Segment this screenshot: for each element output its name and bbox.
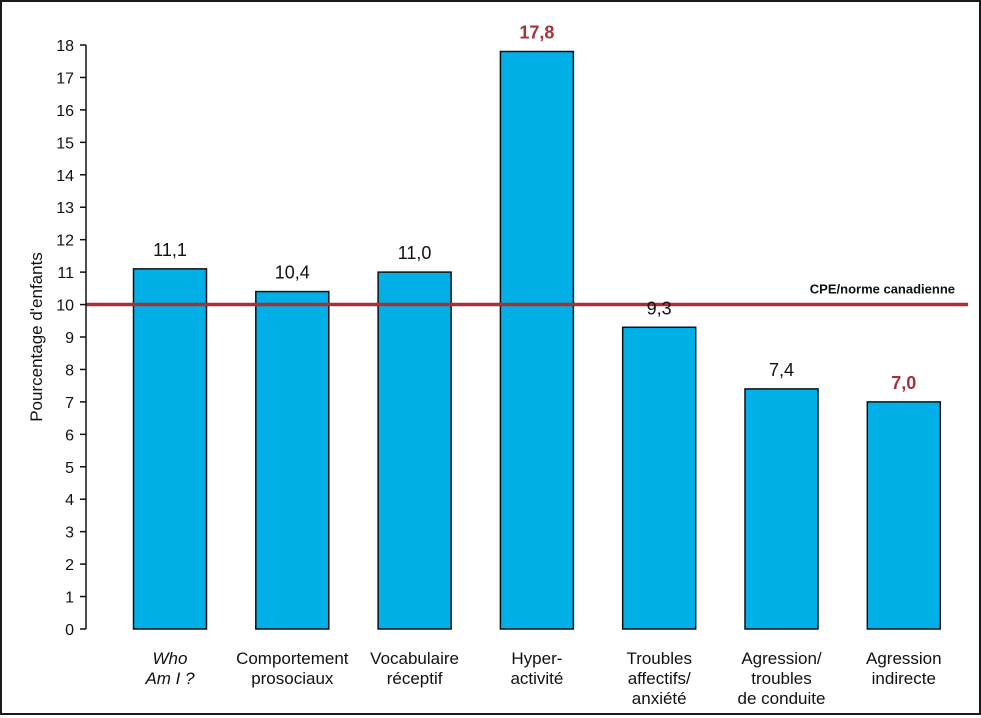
- category-label-line: prosociaux: [251, 669, 334, 688]
- y-tick-label: 14: [56, 168, 74, 185]
- value-label: 17,8: [519, 22, 554, 42]
- y-tick-label: 0: [65, 622, 74, 639]
- y-tick-label: 13: [56, 200, 74, 217]
- y-tick-label: 7: [65, 395, 74, 412]
- y-tick-label: 6: [65, 427, 74, 444]
- bar: [621, 326, 697, 630]
- category-label-line: affectifs/: [628, 669, 691, 688]
- value-label: 11,1: [153, 240, 187, 260]
- y-tick-label: 1: [65, 590, 74, 607]
- bar: [255, 290, 330, 630]
- category-label: Troubles affectifs/anxiété: [626, 649, 692, 708]
- category-label-line: de conduite: [738, 689, 826, 708]
- category-label: Agression/troubles de conduite: [738, 649, 826, 708]
- y-tick-label: 8: [65, 362, 74, 379]
- category-label-line: Who: [153, 649, 188, 668]
- category-label: Who Am I ?: [144, 649, 195, 688]
- category-label-line: Comportement: [236, 649, 349, 668]
- category-label-line: Troubles: [626, 649, 692, 668]
- y-tick-label: 9: [65, 330, 74, 347]
- bar: [866, 401, 942, 630]
- y-tick-label: 3: [65, 525, 74, 542]
- bar: [377, 271, 452, 630]
- value-label: 9,3: [647, 298, 672, 318]
- reference-line-label: CPE/norme canadienne: [810, 282, 955, 297]
- y-tick-label: 17: [56, 70, 74, 87]
- category-label: Hyper-activité: [510, 649, 563, 688]
- bar: [132, 268, 208, 630]
- category-label-line: Am I ?: [144, 669, 195, 688]
- bar: [744, 388, 819, 630]
- category-label-line: Agression: [866, 649, 942, 668]
- y-tick-label: 12: [56, 233, 74, 250]
- reference-line-group: CPE/norme canadienne: [86, 282, 968, 307]
- y-tick-label: 16: [56, 103, 74, 120]
- y-tick-label: 15: [56, 135, 74, 152]
- category-label-line: Vocabulaire: [370, 649, 459, 668]
- y-tick-label: 18: [56, 38, 74, 55]
- category-label-line: activité: [510, 669, 563, 688]
- bar: [499, 50, 575, 630]
- category-label: Vocabulaire réceptif: [370, 649, 459, 688]
- bars: [132, 50, 942, 630]
- y-tick-label: 10: [56, 298, 74, 315]
- y-tick-label: 4: [65, 492, 74, 509]
- category-label-line: Hyper-: [511, 649, 562, 668]
- value-label: 10,4: [275, 263, 310, 283]
- category-labels: Who Am I ? Comportement prosociaux Vocabulai…: [144, 649, 941, 708]
- category-label-line: indirecte: [872, 669, 936, 688]
- value-label: 7,0: [891, 373, 916, 393]
- value-labels: 11,1 10,4 11,0 17,8 9,3 7,4 7,0: [153, 22, 916, 392]
- y-axis-label: Pourcentage d'enfants: [27, 252, 46, 422]
- category-label-line: anxiété: [632, 689, 687, 708]
- value-label: 11,0: [398, 243, 432, 263]
- category-label-line: Agression/: [741, 649, 822, 668]
- category-label: Comportement prosociaux: [236, 649, 349, 688]
- y-tick-label: 11: [57, 265, 74, 282]
- y-tick-label: 5: [65, 460, 74, 477]
- category-label-line: troubles: [751, 669, 811, 688]
- category-label: Agression indirecte: [866, 649, 942, 688]
- category-label-line: réceptif: [387, 669, 443, 688]
- y-tick-label: 2: [65, 557, 74, 574]
- value-label: 7,4: [769, 360, 794, 380]
